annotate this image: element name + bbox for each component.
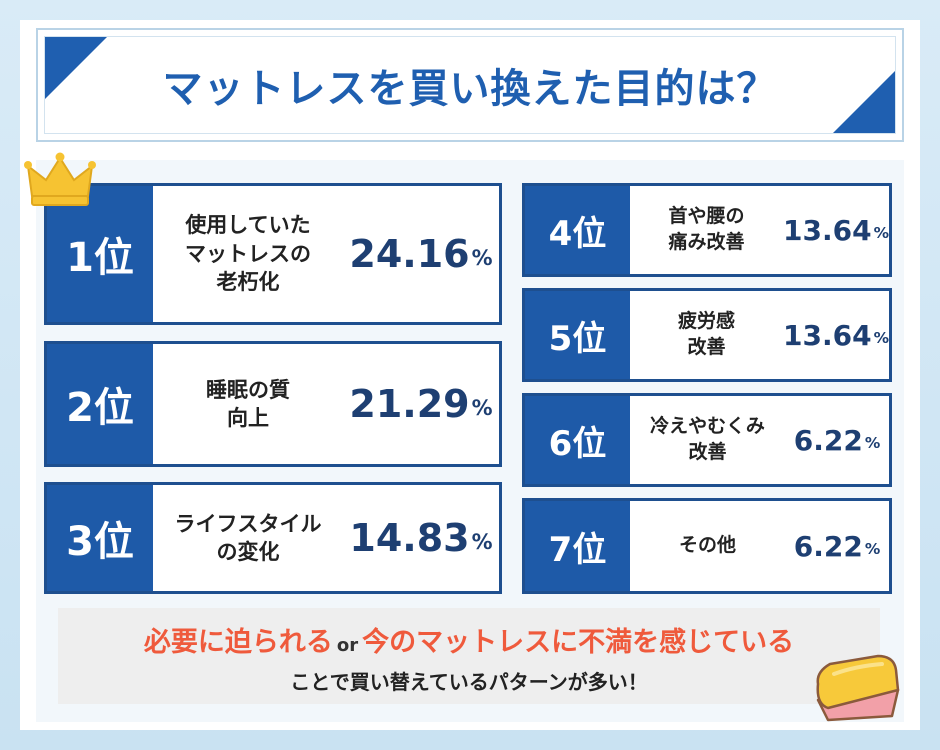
ranking-card-7: 7位 その他 6.22% (522, 498, 892, 594)
rank-badge: 6位 (525, 396, 630, 484)
ranking-percent: 24.16% (349, 232, 493, 276)
ranking-card-1: 1位 使用していた マットレスの 老朽化 24.16% (44, 183, 502, 325)
ranking-percent: 13.64% (783, 318, 889, 352)
ranking-card-6: 6位 冷えやむくみ 改善 6.22% (522, 393, 892, 487)
rank-badge: 1位 (47, 186, 153, 322)
corner-triangle-bottom-right (833, 71, 895, 133)
ranking-card-4: 4位 首や腰の 痛み改善 13.64% (522, 183, 892, 277)
ranking-label: 冷えやむくみ 改善 (650, 415, 765, 463)
mattress-icon (816, 654, 900, 722)
rank-badge: 2位 (47, 344, 153, 464)
rank-badge: 4位 (525, 186, 630, 274)
ranking-label: その他 (678, 534, 736, 557)
ranking-label: 疲労感 改善 (677, 310, 735, 358)
ranking-percent: 14.83% (349, 516, 493, 560)
ranking-percent: 6.22% (793, 423, 881, 457)
title-banner: マットレスを買い換えた目的は？ (36, 28, 904, 142)
rank-badge: 5位 (525, 291, 630, 379)
ranking-label: ライフスタイル の変化 (174, 511, 322, 564)
corner-triangle-top-left (45, 37, 107, 99)
ranking-label: 使用していた マットレスの 老朽化 (185, 213, 311, 295)
ranking-percent: 21.29% (349, 382, 493, 426)
ranking-label: 首や腰の 痛み改善 (668, 205, 745, 253)
ranking-card-5: 5位 疲労感 改善 13.64% (522, 288, 892, 382)
page-title: マットレスを買い換えた目的は？ (162, 66, 778, 112)
ranking-label: 睡眠の質 向上 (206, 377, 290, 430)
summary-headline: 必要に迫られる or 今のマットレスに不満を感じている (143, 627, 795, 658)
ranking-card-3: 3位 ライフスタイル の変化 14.83% (44, 482, 502, 594)
ranking-percent: 6.22% (793, 529, 881, 563)
crown-icon (24, 152, 96, 206)
rank-badge: 7位 (525, 501, 630, 591)
summary-subtext: ことで買い替えているパターンが多い！ (290, 670, 648, 694)
summary-box: 必要に迫られる or 今のマットレスに不満を感じている ことで買い替えているパターン… (58, 608, 880, 704)
rank-badge: 3位 (47, 485, 153, 591)
ranking-percent: 13.64% (783, 213, 889, 247)
ranking-card-2: 2位 睡眠の質 向上 21.29% (44, 341, 502, 467)
